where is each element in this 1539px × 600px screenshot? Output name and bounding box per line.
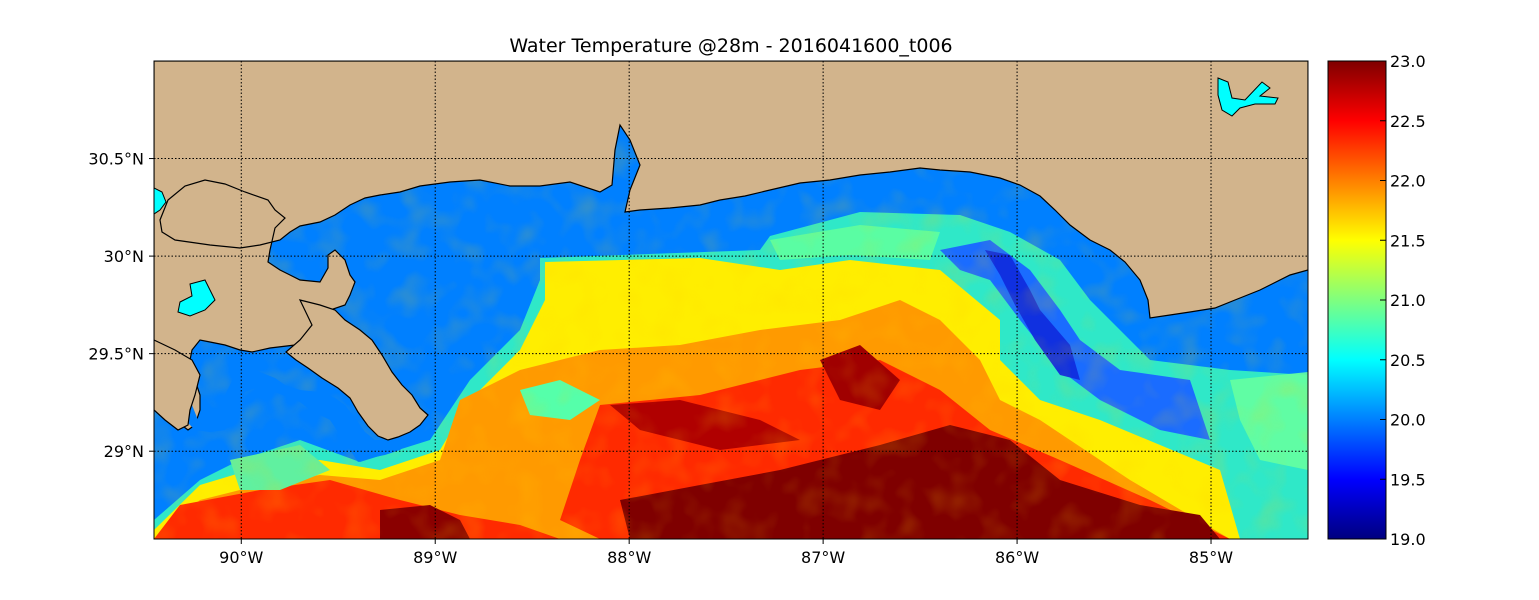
colorbar: 23.0 22.5 22.0 21.5 21.0 20.5 20.0 19.5 19.0 (1327, 52, 1426, 549)
lon-tick-label: 88°W (607, 548, 651, 567)
land-southwest (154, 339, 201, 431)
colorbar-gradient (1327, 60, 1387, 540)
lon-tick-label: 90°W (219, 548, 263, 567)
lat-tick-label: 29.5°N (88, 345, 144, 364)
map-area (154, 61, 1308, 539)
lat-tick-label: 30.5°N (88, 150, 144, 169)
colorbar-tick-label: 23.0 (1390, 52, 1426, 71)
lake-west (154, 187, 167, 215)
colorbar-tick-label: 21.0 (1390, 291, 1426, 310)
colorbar-tick-label: 21.5 (1390, 231, 1426, 250)
map-frame (153, 60, 1309, 540)
colorbar-tick-label: 19.5 (1390, 470, 1426, 489)
lake-northeast (1217, 77, 1279, 117)
lat-tick-label: 29°N (104, 442, 144, 461)
land-peninsula (285, 299, 429, 441)
lake-maurepas (177, 279, 216, 317)
colorbar-tick-label: 20.0 (1390, 411, 1426, 430)
lon-tick-label: 87°W (801, 548, 845, 567)
colorbar-ticks: 23.0 22.5 22.0 21.5 21.0 20.5 20.0 19.5 19.0 (1380, 52, 1426, 549)
map-title: Water Temperature @28m - 2016041600_t006 (509, 35, 953, 57)
inland-lakes (154, 77, 1279, 317)
colorbar-tick-label: 22.5 (1390, 112, 1426, 131)
land-masses (154, 61, 1308, 462)
map-gridlines (154, 61, 1308, 539)
lat-tick-label: 30°N (104, 247, 144, 266)
colorbar-tick-label: 22.0 (1390, 172, 1426, 191)
lon-tick-label: 86°W (995, 548, 1039, 567)
lon-tick-label: 89°W (413, 548, 457, 567)
lon-tick-label: 85°W (1189, 548, 1233, 567)
land-delta (154, 360, 433, 462)
longitude-axis: 90°W 89°W 88°W 87°W 86°W 85°W (219, 539, 1233, 567)
latitude-axis: 30.5°N 30°N 29.5°N 29°N (88, 150, 154, 461)
colorbar-tick-label: 20.5 (1390, 351, 1426, 370)
colorbar-tick-label: 19.0 (1390, 530, 1426, 549)
